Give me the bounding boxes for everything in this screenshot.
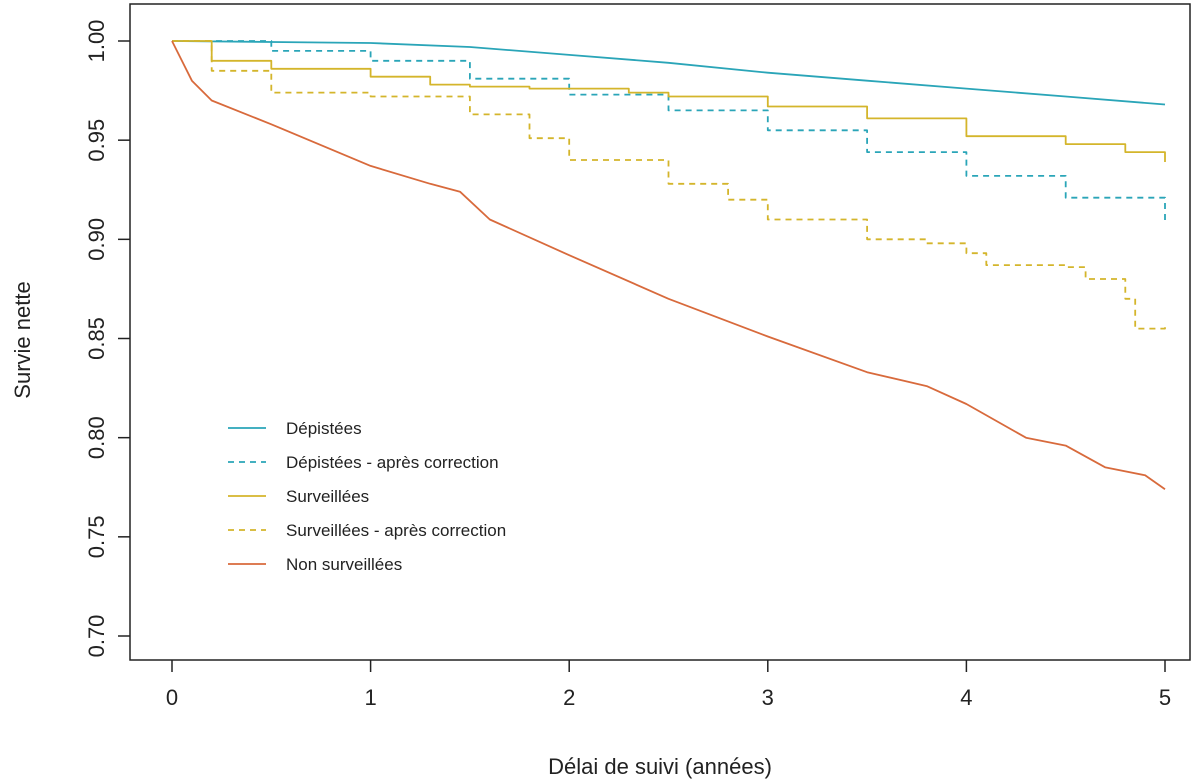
y-tick-label: 0.75 (84, 515, 109, 558)
y-axis-title: Survie nette (10, 281, 35, 398)
legend-label: Dépistées - après correction (286, 453, 499, 472)
legend-label: Surveillées - après correction (286, 521, 506, 540)
legend: Dépistées Dépistées - après correction Sur… (228, 419, 506, 574)
legend-label: Non surveillées (286, 555, 402, 574)
series-line-1 (171, 40, 1166, 106)
y-tick-label: 0.70 (84, 615, 109, 658)
y-tick-label: 0.90 (84, 218, 109, 261)
x-tick-label: 2 (563, 685, 575, 710)
series-line-2 (172, 40, 1166, 222)
x-axis-title: Délai de suivi (années) (548, 754, 772, 779)
legend-label: Surveillées (286, 487, 369, 506)
series-line-5 (171, 40, 1166, 490)
series-line-3 (172, 40, 1166, 162)
x-tick-label: 4 (960, 685, 972, 710)
x-tick-label: 5 (1159, 685, 1171, 710)
y-tick-label: 0.80 (84, 416, 109, 459)
y-tick-label: 0.85 (84, 317, 109, 360)
legend-label: Dépistées (286, 419, 362, 438)
x-tick-label: 3 (762, 685, 774, 710)
plot-area-border (129, 3, 1191, 661)
y-tick-label: 0.95 (84, 119, 109, 162)
series-line-4 (172, 40, 1166, 330)
x-tick-label: 1 (364, 685, 376, 710)
y-tick-label: 1.00 (84, 20, 109, 63)
x-tick-label: 0 (166, 685, 178, 710)
